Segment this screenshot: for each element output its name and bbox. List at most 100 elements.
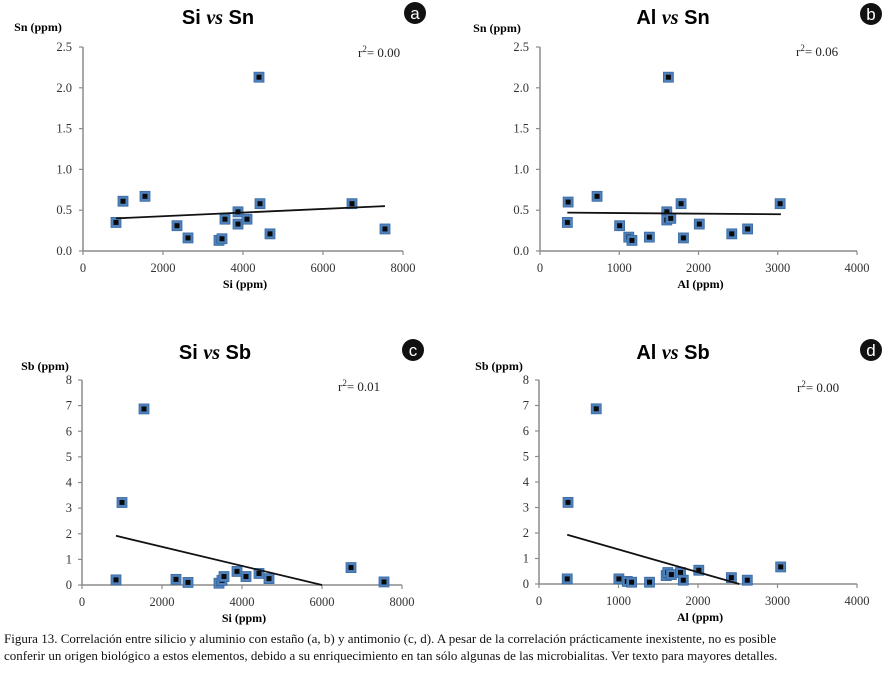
x-tick-label: 4000: [845, 261, 870, 275]
x-tick-label: 0: [79, 595, 85, 609]
x-axis-label: Si (ppm): [223, 277, 267, 291]
title-vs: vs: [206, 7, 223, 29]
title-left: Si: [179, 342, 203, 364]
panel-b-al-vs-sn: Al vs Sn b Sn (ppm) 0.0 0.5 1.0 1.5 2.0 2.5 0 1000…: [445, 0, 890, 320]
r2-superscript: 2: [800, 43, 805, 53]
x-tick-label: 0: [536, 594, 542, 608]
y-tick-label: 8: [523, 373, 529, 387]
y-axis-label: Sb (ppm): [475, 359, 523, 373]
data-point: [241, 213, 253, 225]
data-point: [346, 198, 358, 210]
chart-title: Si vs Sb: [179, 342, 251, 364]
x-tick-label: 8000: [390, 595, 415, 609]
y-tick-label: 0.5: [56, 203, 72, 217]
r2-value: = 0.01: [347, 379, 380, 394]
title-vs: vs: [662, 342, 679, 364]
data-point: [218, 571, 230, 582]
data-point-marker-inner: [382, 226, 388, 232]
x-tick-label: 1000: [607, 261, 632, 275]
data-point: [614, 220, 626, 232]
y-tick-label: 1.0: [56, 162, 72, 176]
r2-superscript: 2: [342, 378, 347, 388]
caption-line-2: conferir un origen biológico a estos ele…: [4, 648, 778, 663]
data-point: [138, 403, 150, 415]
panel-badge: c: [402, 339, 424, 361]
data-point: [219, 213, 231, 225]
y-tick-label: 1: [66, 552, 72, 566]
data-point-marker-inner: [565, 199, 571, 205]
chart-c: Si vs Sb c Sb (ppm) 0 1 2 3 4 5 6 7 8 0 2000 4000 6000 8…: [21, 339, 424, 625]
data-point-marker-inner: [234, 568, 240, 574]
y-tick-label: 2.5: [56, 40, 72, 54]
y-tick-label: 3: [523, 501, 529, 515]
x-tick-label: 0: [537, 261, 543, 275]
data-point: [741, 574, 753, 586]
x-tick-label: 2000: [686, 594, 711, 608]
data-point: [216, 233, 228, 245]
title-vs: vs: [662, 7, 679, 29]
panel-badge: b: [860, 3, 882, 25]
trendline: [566, 533, 740, 585]
data-point-marker-inner: [680, 235, 686, 241]
data-point-marker-inner: [646, 234, 652, 240]
x-tick-label: 1000: [606, 594, 631, 608]
y-axis-label: Sn (ppm): [14, 20, 62, 34]
r2-symbol: r: [796, 44, 801, 59]
r2-superscript: 2: [801, 379, 806, 389]
data-point: [726, 228, 738, 240]
data-point-marker-inner: [185, 235, 191, 241]
data-point: [643, 231, 655, 243]
x-tick-label: 2000: [686, 261, 711, 275]
badge-circle: [402, 339, 424, 361]
data-point-marker-inner: [113, 219, 119, 225]
data-point-marker-inner: [565, 499, 571, 505]
y-tick-label: 8: [66, 373, 72, 387]
data-point-marker-inner: [696, 221, 702, 227]
chart-title: Al vs Sn: [636, 7, 709, 29]
data-point-marker-inner: [243, 574, 249, 580]
data-point-marker-inner: [745, 226, 751, 232]
data-point-marker-inner: [617, 223, 623, 229]
data-point-marker-inner: [120, 198, 126, 204]
data-point-marker-inner: [744, 577, 750, 583]
data-point: [116, 497, 128, 508]
data-point: [693, 218, 705, 230]
title-left: Al: [636, 342, 662, 364]
x-tick-label: 3000: [765, 261, 790, 275]
x-axis-label: Al (ppm): [677, 277, 723, 291]
trendline: [115, 205, 386, 220]
y-tick-label: 1.5: [513, 122, 529, 136]
y-tick-label: 2: [523, 526, 529, 540]
panel-a-si-vs-sn: Si vs Sn a Sn (ppm) 0.0 0.5 1.0 1.5 2.0 2.5 0 2000…: [0, 0, 445, 320]
y-tick-label: 7: [523, 399, 529, 413]
data-point: [171, 220, 183, 232]
chart-b: Al vs Sn b Sn (ppm) 0.0 0.5 1.0 1.5 2.0 2.5 0 1000…: [473, 3, 882, 291]
data-point-marker-inner: [680, 577, 686, 583]
data-point-marker-inner: [256, 74, 262, 80]
y-tick-label: 0: [66, 578, 72, 592]
panel-c-si-vs-sb: Si vs Sb c Sb (ppm) 0 1 2 3 4 5 6 7 8 0 2000 4000 6000 8…: [0, 330, 445, 650]
chart-title: Si vs Sn: [182, 7, 254, 29]
data-point-marker-inner: [778, 564, 784, 570]
data-point: [110, 574, 122, 586]
trendline: [115, 534, 323, 586]
data-point: [379, 223, 391, 235]
y-tick-label: 1: [523, 552, 529, 566]
title-right: Sb: [679, 342, 710, 364]
title-right: Sb: [220, 342, 251, 364]
title-left: Si: [182, 7, 206, 29]
data-point: [263, 573, 275, 584]
r2-value: = 0.06: [805, 44, 839, 59]
y-tick-label: 2.0: [513, 81, 529, 95]
data-point-marker-inner: [142, 193, 148, 199]
data-point: [345, 562, 357, 573]
data-point-marker-inner: [668, 215, 674, 221]
data-point-marker-inner: [629, 237, 635, 243]
data-point-marker-inner: [244, 216, 250, 222]
panel-badge: a: [404, 2, 426, 24]
data-point: [678, 232, 689, 244]
title-left: Al: [636, 7, 662, 29]
data-point: [253, 71, 265, 83]
y-tick-label: 6: [66, 424, 72, 438]
data-point: [182, 232, 194, 244]
